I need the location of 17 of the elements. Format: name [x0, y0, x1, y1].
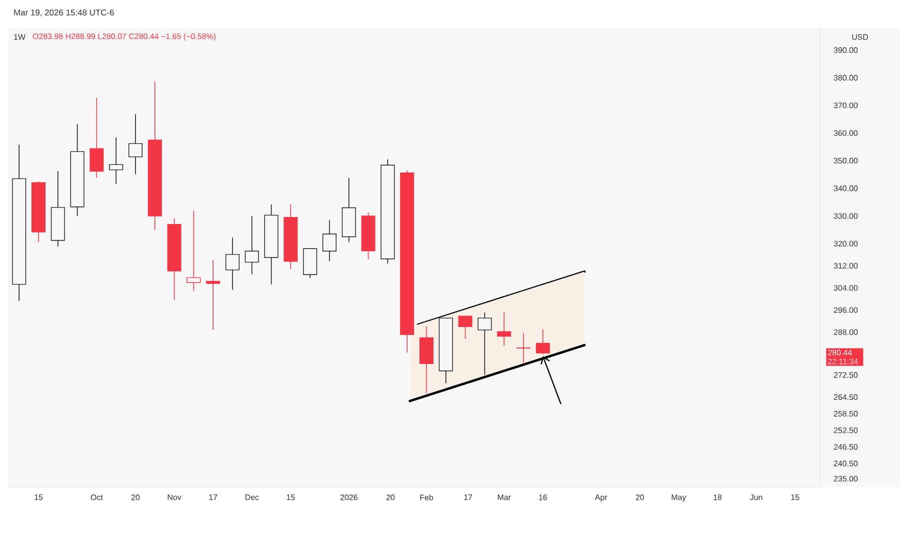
candlestick	[128, 114, 142, 175]
candlestick	[12, 144, 26, 302]
candlestick	[342, 177, 356, 243]
candlestick	[244, 216, 259, 275]
candlestick	[70, 124, 84, 216]
text: Mar 19, 2026 15:48 UTC-6	[14, 10, 114, 16]
candlestick	[419, 326, 434, 394]
candlestick	[206, 260, 220, 330]
candlestick	[322, 220, 336, 262]
candlestick	[148, 80, 162, 230]
candlestick	[497, 312, 512, 346]
candlestick	[50, 170, 65, 247]
candlestick	[400, 170, 414, 353]
candlestick	[516, 332, 530, 365]
candlestick	[225, 237, 240, 290]
candlestick	[109, 137, 124, 184]
candlestick	[264, 204, 278, 285]
